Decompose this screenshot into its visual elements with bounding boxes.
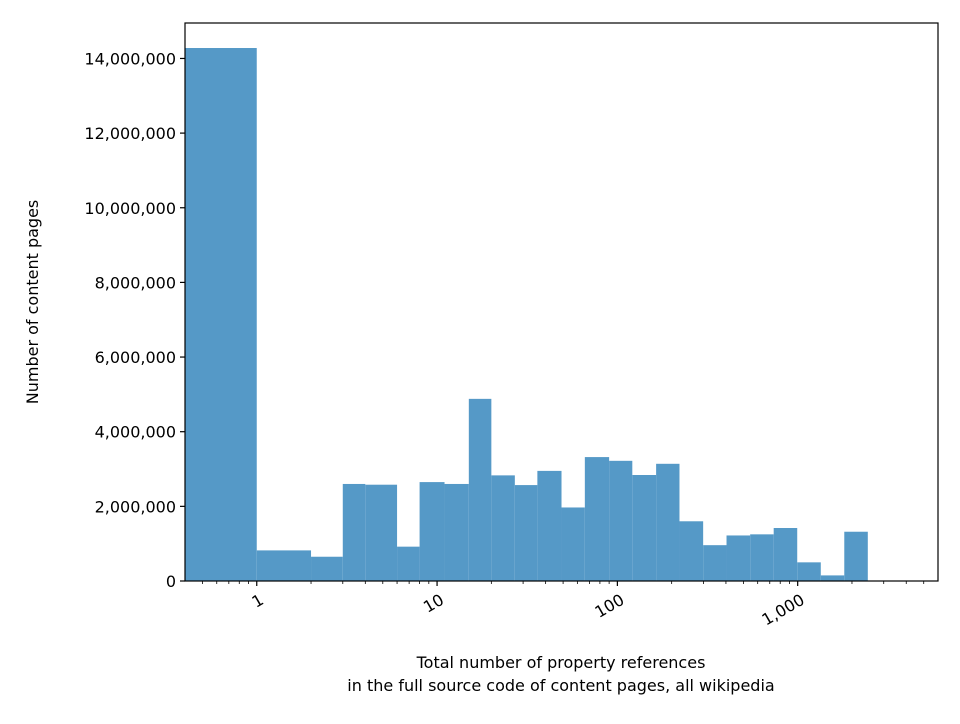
histogram-bar [679,521,703,581]
y-tick-label: 6,000,000 [95,348,176,367]
histogram-bar [844,532,868,581]
y-tick-label: 10,000,000 [84,199,176,218]
histogram-bar [491,475,514,581]
histogram-bar [185,48,257,581]
histogram-bar [797,562,821,581]
histogram-bar [632,475,656,581]
histogram-bar [420,482,445,581]
histogram-bar [750,534,774,581]
histogram-bar [609,461,632,581]
y-tick-label: 4,000,000 [95,423,176,442]
histogram-bar [311,557,343,581]
x-axis-label-line-2: in the full source code of content pages… [347,676,774,695]
histogram-bar [469,399,492,581]
y-tick-label: 14,000,000 [84,49,176,68]
histogram-bar [289,550,312,581]
histogram-bar [537,471,561,581]
y-tick-label: 0 [166,572,176,591]
histogram-bar [257,550,289,581]
histogram-bar [821,575,845,581]
x-axis-label-line-1: Total number of property references [416,653,706,672]
histogram-bar [397,547,420,581]
histogram-bar [562,507,585,581]
histogram-bar [774,528,798,581]
histogram-bar [585,457,609,581]
histogram-bar [445,484,469,581]
histogram-bar [515,485,538,581]
y-tick-label: 8,000,000 [95,273,176,292]
y-tick-label: 12,000,000 [84,124,176,143]
y-axis-label: Number of content pages [23,200,42,405]
histogram-bar [703,545,726,581]
histogram-bar [343,484,366,581]
histogram-bar [656,464,679,581]
histogram-bar [365,485,397,581]
y-tick-label: 2,000,000 [95,497,176,516]
histogram-bar [727,535,751,581]
